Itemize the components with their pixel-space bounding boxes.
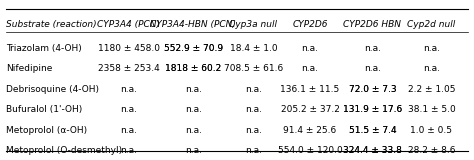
Text: Substrate (reaction): Substrate (reaction) — [6, 20, 97, 29]
Text: n.a.: n.a. — [301, 64, 319, 73]
Text: CYP3A4-HBN (PCN): CYP3A4-HBN (PCN) — [150, 20, 237, 29]
Text: 324.4 ± 33.8: 324.4 ± 33.8 — [343, 146, 402, 155]
Text: n.a.: n.a. — [364, 44, 381, 53]
Text: n.a.: n.a. — [423, 64, 440, 73]
Text: 131.9 ± 17.6: 131.9 ± 17.6 — [343, 105, 402, 114]
Text: n.a.: n.a. — [185, 146, 202, 155]
Text: CYP3A4 (PCN): CYP3A4 (PCN) — [97, 20, 160, 29]
Text: n.a.: n.a. — [301, 44, 319, 53]
Text: 552.9 ± 70.9: 552.9 ± 70.9 — [164, 44, 223, 53]
Text: 38.1 ± 5.0: 38.1 ± 5.0 — [408, 105, 455, 114]
Text: 136.1 ± 11.5: 136.1 ± 11.5 — [281, 85, 340, 94]
Text: 1818 ± 60.2: 1818 ± 60.2 — [165, 64, 221, 73]
Text: 708.5 ± 61.6: 708.5 ± 61.6 — [224, 64, 283, 73]
Text: 28.2 ± 8.6: 28.2 ± 8.6 — [408, 146, 455, 155]
Text: Cyp2d null: Cyp2d null — [407, 20, 456, 29]
Text: n.a.: n.a. — [185, 105, 202, 114]
Text: 205.2 ± 37.2: 205.2 ± 37.2 — [281, 105, 339, 114]
Text: n.a.: n.a. — [185, 126, 202, 135]
Text: Cyp3a null: Cyp3a null — [229, 20, 277, 29]
Text: Bufuralol (1'-OH): Bufuralol (1'-OH) — [6, 105, 82, 114]
Text: n.a.: n.a. — [120, 126, 137, 135]
Text: Metoprolol (O-desmethyl): Metoprolol (O-desmethyl) — [6, 146, 122, 155]
Text: n.a.: n.a. — [423, 44, 440, 53]
Text: Metoprolol (α-OH): Metoprolol (α-OH) — [6, 126, 87, 135]
Text: 552.9 ± 70.9: 552.9 ± 70.9 — [164, 44, 223, 53]
Text: 91.4 ± 25.6: 91.4 ± 25.6 — [283, 126, 337, 135]
Text: 2.2 ± 1.05: 2.2 ± 1.05 — [408, 85, 455, 94]
Text: Nifedipine: Nifedipine — [6, 64, 53, 73]
Text: CYP2D6 HBN: CYP2D6 HBN — [344, 20, 401, 29]
Text: 2358 ± 253.4: 2358 ± 253.4 — [98, 64, 159, 73]
Text: CYP2D6: CYP2D6 — [292, 20, 328, 29]
Text: n.a.: n.a. — [245, 126, 262, 135]
Text: n.a.: n.a. — [120, 85, 137, 94]
Text: 51.5 ± 7.4: 51.5 ± 7.4 — [349, 126, 396, 135]
Text: 72.0 ± 7.3: 72.0 ± 7.3 — [349, 85, 396, 94]
Text: n.a.: n.a. — [245, 146, 262, 155]
Text: 1180 ± 458.0: 1180 ± 458.0 — [98, 44, 160, 53]
Text: n.a.: n.a. — [120, 146, 137, 155]
Text: 1.0 ± 0.5: 1.0 ± 0.5 — [410, 126, 452, 135]
Text: 51.5 ± 7.4: 51.5 ± 7.4 — [349, 126, 396, 135]
Text: n.a.: n.a. — [364, 64, 381, 73]
Text: 324.4 ± 33.8: 324.4 ± 33.8 — [343, 146, 402, 155]
Text: n.a.: n.a. — [245, 85, 262, 94]
Text: 18.4 ± 1.0: 18.4 ± 1.0 — [230, 44, 277, 53]
Text: 1818 ± 60.2: 1818 ± 60.2 — [165, 64, 221, 73]
Text: Triazolam (4-OH): Triazolam (4-OH) — [6, 44, 82, 53]
Text: n.a.: n.a. — [245, 105, 262, 114]
Text: n.a.: n.a. — [185, 85, 202, 94]
Text: 554.0 ± 120.0: 554.0 ± 120.0 — [278, 146, 342, 155]
Text: Debrisoquine (4-OH): Debrisoquine (4-OH) — [6, 85, 99, 94]
Text: 131.9 ± 17.6: 131.9 ± 17.6 — [343, 105, 402, 114]
Text: 72.0 ± 7.3: 72.0 ± 7.3 — [349, 85, 396, 94]
Text: n.a.: n.a. — [120, 105, 137, 114]
